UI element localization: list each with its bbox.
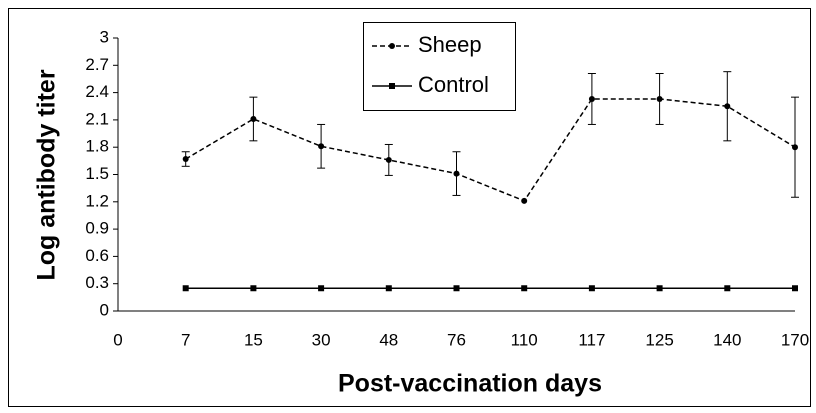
marker	[588, 95, 595, 102]
marker	[182, 156, 189, 163]
x-tick-label: 15	[244, 330, 263, 349]
x-tick-label: 0	[113, 330, 122, 349]
marker	[453, 285, 460, 292]
marker	[724, 103, 731, 110]
legend-label: Control	[418, 72, 489, 97]
x-axis-title: Post-vaccination days	[338, 370, 602, 398]
y-tick-label: 0.6	[85, 246, 109, 265]
x-tick-label: 170	[781, 330, 809, 349]
marker	[656, 95, 663, 102]
y-tick-label: 1.2	[85, 191, 109, 210]
y-tick-label: 0	[100, 300, 109, 319]
x-tick-label: 110	[511, 330, 538, 349]
y-tick-label: 1.8	[85, 137, 109, 156]
marker	[521, 285, 528, 292]
marker	[250, 285, 257, 292]
marker	[385, 156, 392, 163]
marker	[250, 115, 257, 122]
y-tick-label: 0.3	[85, 273, 109, 292]
marker	[385, 285, 392, 292]
marker	[521, 197, 528, 204]
y-tick-label: 2.1	[85, 109, 109, 128]
legend-label: Sheep	[418, 32, 482, 57]
legend-marker	[389, 43, 395, 49]
x-tick-label: 76	[447, 330, 466, 349]
y-tick-label: 3	[100, 27, 109, 46]
y-tick-label: 2.4	[85, 82, 109, 101]
marker	[792, 144, 798, 151]
marker	[318, 143, 325, 150]
marker	[588, 285, 595, 292]
x-tick-label: 30	[312, 330, 331, 349]
y-tick-label: 2.7	[85, 55, 109, 74]
x-tick-label: 7	[181, 330, 190, 349]
legend-marker	[389, 83, 395, 89]
marker	[318, 285, 325, 292]
x-tick-label: 48	[379, 330, 398, 349]
frame	[8, 8, 811, 407]
y-tick-label: 0.9	[85, 219, 109, 238]
y-tick-label: 1.5	[85, 164, 109, 183]
legend-box	[363, 22, 516, 111]
marker	[724, 285, 731, 292]
marker	[792, 285, 798, 292]
marker	[656, 285, 663, 292]
x-tick-label: 140	[713, 330, 741, 349]
x-tick-label: 125	[645, 330, 673, 349]
marker	[453, 170, 460, 177]
x-tick-label: 117	[578, 330, 605, 349]
marker	[182, 285, 189, 292]
series-line	[185, 98, 796, 202]
y-axis-title: Log antibody titer	[33, 69, 61, 280]
